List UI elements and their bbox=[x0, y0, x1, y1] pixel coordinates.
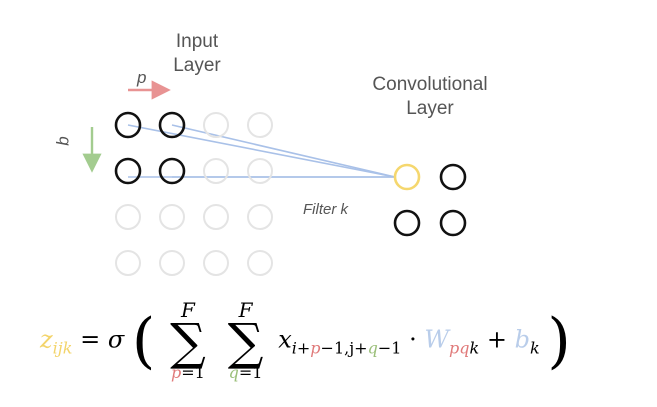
formula-sigma: σ bbox=[107, 325, 125, 354]
x-sub-p: p bbox=[310, 338, 321, 358]
formula-z-sub: ijk bbox=[52, 338, 73, 358]
input-node bbox=[159, 250, 185, 276]
input-node bbox=[203, 158, 229, 184]
convolution-formula: zijk = σ ( F ∑ p=1 F ∑ q=1 xi+p−1,j+q−1 … bbox=[40, 300, 571, 382]
diagram-canvas bbox=[82, 80, 467, 276]
sum-q-eq: =1 bbox=[238, 363, 263, 382]
formula-dot: · bbox=[409, 325, 417, 354]
connection-line bbox=[127, 124, 396, 178]
sum-p-var: p bbox=[171, 363, 182, 382]
w-sub-pq: pq bbox=[449, 338, 470, 358]
sum-q-symbol: ∑ bbox=[227, 313, 264, 371]
input-node bbox=[159, 204, 185, 230]
input-layer-label-text: Input Layer bbox=[173, 31, 221, 76]
formula-b: b bbox=[514, 325, 530, 354]
q-axis-label: q bbox=[55, 136, 75, 146]
input-node bbox=[203, 250, 229, 276]
x-sub-q: q bbox=[367, 338, 378, 358]
input-node bbox=[115, 250, 141, 276]
formula-left-paren: ( bbox=[131, 306, 156, 376]
conv-node bbox=[439, 163, 467, 191]
input-node bbox=[203, 204, 229, 230]
input-node bbox=[203, 112, 229, 138]
x-sub-mid: −1,j+ bbox=[320, 338, 368, 358]
input-node bbox=[247, 112, 273, 138]
input-node bbox=[247, 158, 273, 184]
x-sub-i: i+ bbox=[291, 338, 311, 358]
formula-equals: = bbox=[80, 325, 101, 354]
filter-label: Filter k bbox=[303, 201, 348, 218]
conv-node bbox=[393, 209, 421, 237]
input-node bbox=[247, 204, 273, 230]
sum-p-lower: p=1 bbox=[163, 364, 213, 382]
input-layer-label: Input Layer bbox=[162, 30, 232, 78]
input-node bbox=[247, 250, 273, 276]
formula-x-sub: i+p−1,j+q−1 bbox=[292, 339, 402, 358]
sum-p-eq: =1 bbox=[181, 363, 205, 382]
input-node-active bbox=[158, 111, 186, 139]
input-node bbox=[115, 204, 141, 230]
conv-node-highlighted bbox=[393, 163, 421, 191]
sum-block-p: F ∑ p=1 bbox=[163, 300, 213, 382]
sum-p-upper: F bbox=[180, 298, 195, 322]
p-axis-label: p bbox=[137, 68, 147, 87]
sum-block-q: F ∑ q=1 bbox=[221, 300, 271, 382]
formula-z: z bbox=[40, 325, 53, 354]
formula-w-sub: pqk bbox=[449, 339, 479, 358]
conv-node bbox=[439, 209, 467, 237]
sum-q-upper: F bbox=[238, 298, 253, 322]
conv-layer-label-text: Convolutional Layer bbox=[372, 74, 488, 119]
sum-q-lower: q=1 bbox=[221, 364, 271, 382]
input-node-active bbox=[114, 111, 142, 139]
sum-q-var: q bbox=[228, 363, 239, 382]
formula-x: x bbox=[278, 325, 292, 354]
formula-plus: + bbox=[486, 325, 507, 354]
w-sub-k: k bbox=[469, 338, 480, 358]
formula-w: W bbox=[424, 325, 450, 354]
x-sub-end: −1 bbox=[377, 338, 402, 358]
sum-p-symbol: ∑ bbox=[170, 313, 206, 371]
connection-line bbox=[171, 124, 396, 178]
conv-layer-label: Convolutional Layer bbox=[350, 73, 510, 121]
formula-right-paren: ) bbox=[547, 306, 571, 376]
formula-b-sub: k bbox=[529, 338, 540, 358]
input-node-active bbox=[158, 157, 186, 185]
input-node-active bbox=[114, 157, 142, 185]
